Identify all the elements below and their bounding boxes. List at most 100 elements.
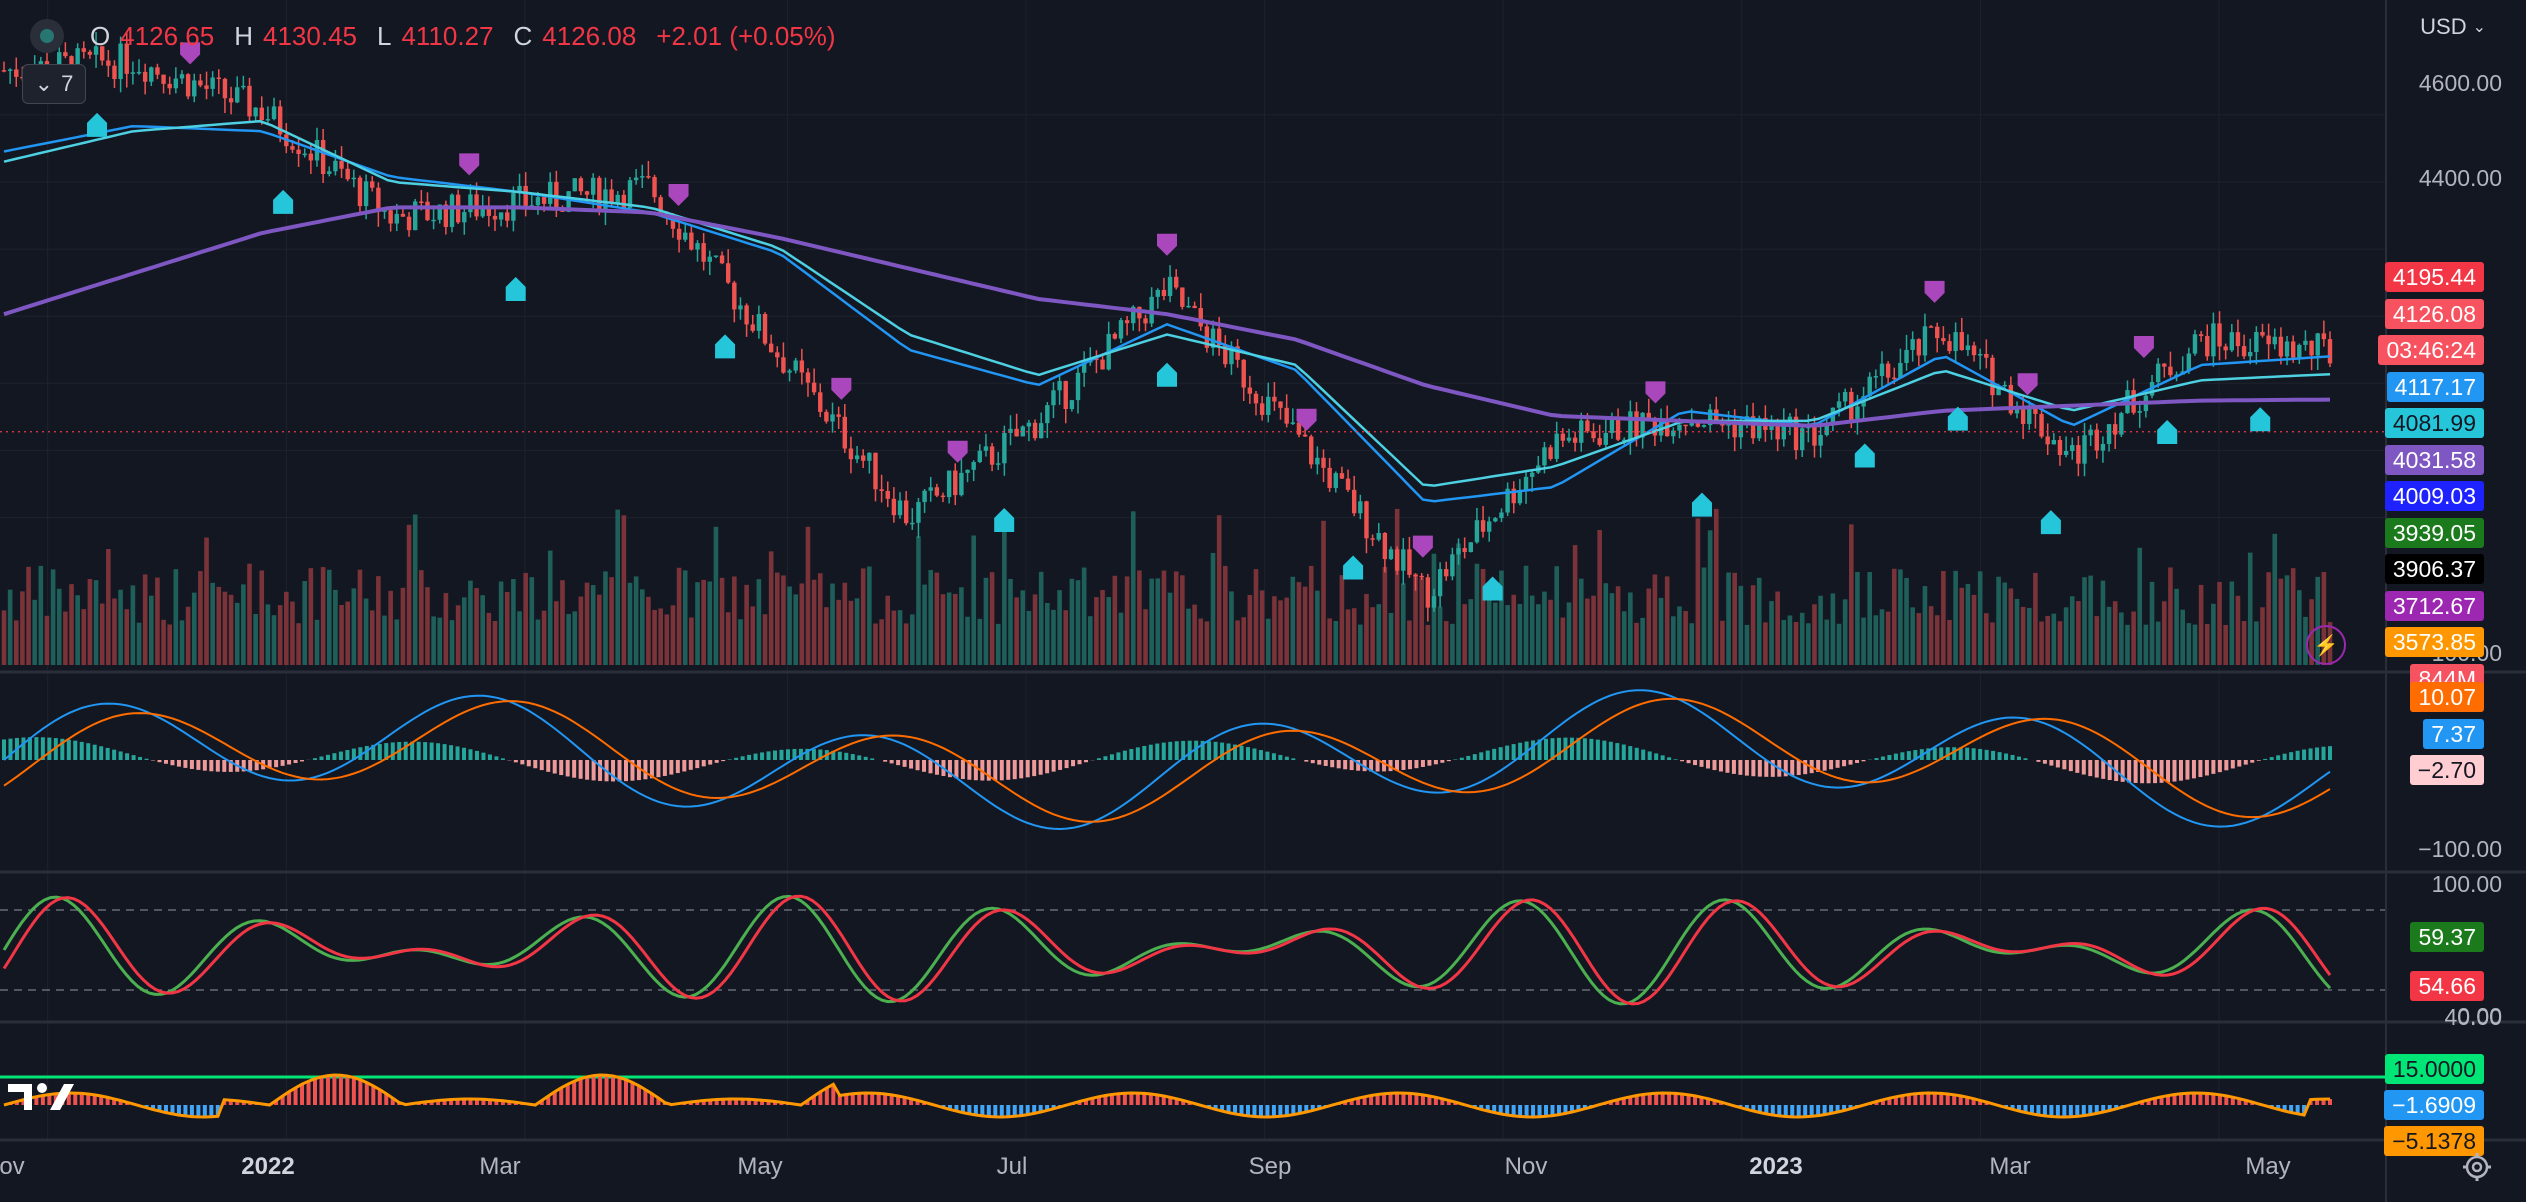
volume-bar bbox=[547, 550, 553, 665]
currency-selector[interactable]: USD ⌄ bbox=[2420, 14, 2486, 40]
oscillator-bar bbox=[1654, 1093, 1659, 1105]
macd-histogram-bar bbox=[811, 749, 816, 760]
candle-body bbox=[1186, 305, 1191, 308]
oscillator-bar bbox=[157, 1105, 162, 1112]
oscillator-bar bbox=[552, 1091, 557, 1105]
macd-histogram-bar bbox=[954, 760, 959, 779]
macd-histogram-bar bbox=[1284, 756, 1289, 760]
macd-histogram-bar bbox=[196, 760, 201, 770]
indicators-toggle-button[interactable]: ⌄ 7 bbox=[22, 64, 86, 104]
oscillator-bar bbox=[2321, 1099, 2326, 1105]
oscillator-bar bbox=[2217, 1094, 2222, 1105]
macd-histogram-bar bbox=[2049, 760, 2054, 766]
volume-bar bbox=[554, 601, 559, 665]
macd-histogram-bar bbox=[1291, 758, 1296, 760]
candle-body bbox=[1327, 467, 1332, 488]
volume-bar bbox=[2008, 588, 2014, 665]
macd-histogram-bar bbox=[1161, 742, 1166, 760]
macd-histogram-bar bbox=[2023, 758, 2028, 760]
oscillator-bar bbox=[1712, 1100, 1717, 1105]
candle-body bbox=[1640, 412, 1645, 438]
oscillator-bar bbox=[377, 1089, 382, 1105]
macd-histogram-bar bbox=[675, 760, 680, 774]
gear-icon[interactable] bbox=[2460, 1150, 2494, 1184]
macd-histogram-bar bbox=[2282, 753, 2287, 760]
macd-histogram-bar bbox=[960, 760, 965, 780]
volume-bar bbox=[1259, 590, 1265, 665]
oscillator-bar bbox=[21, 1099, 26, 1105]
oscillator-bar bbox=[2178, 1093, 2183, 1105]
volume-bar bbox=[2315, 576, 2321, 665]
candle-body bbox=[259, 107, 264, 121]
oscillator-bar bbox=[591, 1075, 596, 1105]
candle-body bbox=[1499, 512, 1504, 519]
macd-histogram-bar bbox=[993, 760, 998, 781]
candle-body bbox=[676, 228, 682, 240]
macd-histogram-bar bbox=[598, 760, 603, 781]
volume-bar bbox=[1763, 622, 1768, 665]
volume-bar bbox=[1204, 621, 1210, 665]
macd-histogram-bar bbox=[1317, 760, 1322, 765]
candle-body bbox=[1020, 426, 1025, 437]
oscillator-bar bbox=[1822, 1105, 1827, 1115]
macd-histogram-bar bbox=[319, 756, 324, 760]
macd-histogram-bar bbox=[1965, 747, 1970, 760]
candle-body bbox=[1511, 488, 1516, 504]
candle-body bbox=[112, 65, 117, 80]
candle-body bbox=[2211, 323, 2216, 357]
symbol-status-icon[interactable] bbox=[30, 19, 64, 53]
sell-signal-marker bbox=[1296, 408, 1317, 431]
candle-body bbox=[1131, 306, 1136, 324]
candle-body bbox=[370, 181, 375, 188]
macd-histogram-bar bbox=[455, 746, 460, 760]
volume-bar bbox=[185, 606, 191, 665]
oscillator-bar bbox=[1829, 1105, 1834, 1114]
price-axis-tick: 0.00 bbox=[2457, 1003, 2502, 1029]
oscillator-bar bbox=[1433, 1097, 1438, 1105]
volume-bar bbox=[738, 619, 743, 665]
macd-histogram-bar bbox=[494, 756, 499, 760]
candle-body bbox=[388, 210, 393, 224]
volume-bar bbox=[2155, 621, 2161, 665]
candle-body bbox=[670, 214, 676, 229]
macd-histogram-bar bbox=[1233, 744, 1238, 760]
macd-histogram-bar bbox=[144, 758, 149, 760]
macd-histogram-bar bbox=[377, 743, 382, 760]
volume-bar bbox=[1910, 607, 1915, 665]
time-axis-tick: 2022 bbox=[241, 1153, 295, 1180]
oscillator-bar bbox=[1699, 1097, 1704, 1105]
volume-bar bbox=[1750, 585, 1756, 665]
volume-bars bbox=[1, 508, 2333, 665]
candle-body bbox=[216, 77, 222, 80]
oscillator-bar bbox=[2289, 1105, 2294, 1113]
macd-histogram-bar bbox=[105, 747, 110, 760]
volume-bar bbox=[971, 535, 976, 665]
macd-histogram-bar bbox=[1058, 760, 1063, 770]
macd-histogram-bar bbox=[481, 752, 486, 760]
macd-tag: 10.07 bbox=[2410, 682, 2484, 712]
macd-histogram-bar bbox=[682, 760, 687, 772]
volume-bar bbox=[173, 569, 179, 665]
volume-bar bbox=[1014, 597, 1019, 665]
candle-body bbox=[1272, 396, 1277, 402]
oscillator-bar bbox=[1096, 1096, 1101, 1105]
macd-histogram-bar bbox=[403, 741, 408, 760]
macd-histogram-bar bbox=[2120, 760, 2125, 782]
oscillator-bar bbox=[86, 1094, 91, 1105]
volume-bar bbox=[1308, 565, 1314, 665]
macd-histogram-bar bbox=[1096, 758, 1101, 760]
candle-body bbox=[492, 215, 498, 220]
oscillator-bar bbox=[118, 1100, 123, 1105]
oscillator-bar bbox=[1407, 1093, 1412, 1105]
macd-histogram-bar bbox=[40, 737, 45, 760]
candle-body bbox=[118, 43, 123, 80]
candle-body bbox=[241, 85, 246, 88]
macd-histogram-bar bbox=[1783, 760, 1788, 777]
buy-signal-marker bbox=[273, 189, 294, 214]
volume-bar bbox=[590, 585, 596, 665]
macd-histogram-bar bbox=[449, 745, 454, 760]
candle-body bbox=[1444, 569, 1449, 577]
macd-histogram-bar bbox=[1822, 760, 1827, 771]
lightning-icon[interactable]: ⚡ bbox=[2306, 625, 2346, 665]
